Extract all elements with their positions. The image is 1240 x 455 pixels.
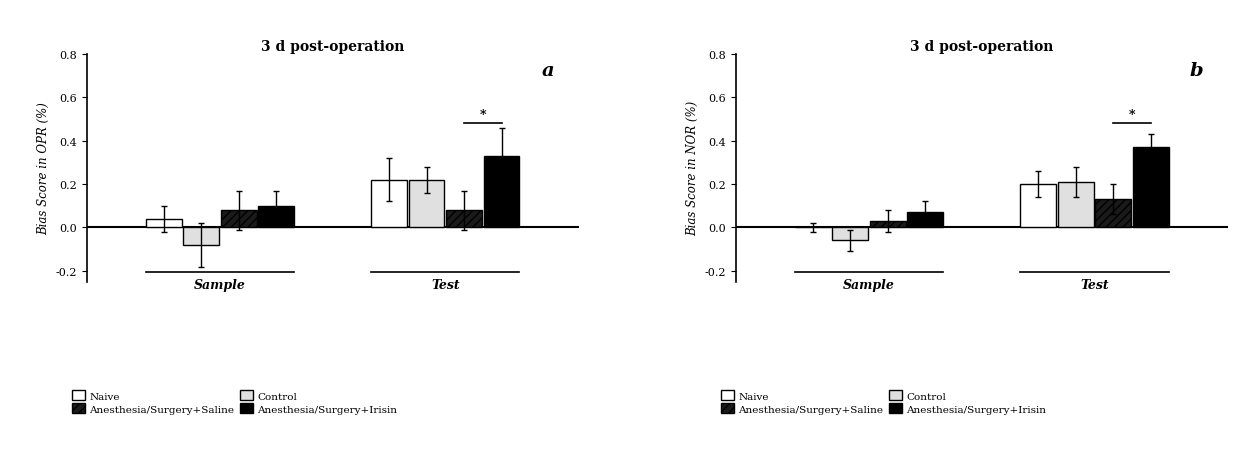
Bar bbox=[1133, 148, 1168, 228]
Bar bbox=[908, 213, 944, 228]
Title: 3 d post-operation: 3 d post-operation bbox=[910, 40, 1054, 53]
Text: Test: Test bbox=[1080, 279, 1109, 292]
Bar bbox=[409, 180, 444, 228]
Bar bbox=[484, 157, 520, 228]
Bar bbox=[1021, 185, 1056, 228]
Text: Sample: Sample bbox=[195, 279, 246, 292]
Text: a: a bbox=[542, 61, 554, 79]
Legend: Naive, Anesthesia/Surgery+Saline, Control, Anesthesia/Surgery+Irisin: Naive, Anesthesia/Surgery+Saline, Contro… bbox=[717, 386, 1050, 418]
Text: *: * bbox=[1128, 109, 1135, 122]
Bar bbox=[146, 219, 181, 228]
Bar bbox=[446, 211, 482, 228]
Text: b: b bbox=[1189, 61, 1203, 79]
Bar bbox=[1095, 200, 1131, 228]
Legend: Naive, Anesthesia/Surgery+Saline, Control, Anesthesia/Surgery+Irisin: Naive, Anesthesia/Surgery+Saline, Contro… bbox=[67, 386, 402, 418]
Bar bbox=[870, 222, 905, 228]
Y-axis label: Bias Score in OPR (%): Bias Score in OPR (%) bbox=[37, 102, 50, 235]
Bar bbox=[184, 228, 219, 245]
Bar bbox=[1058, 182, 1094, 228]
Y-axis label: Bias Score in NOR (%): Bias Score in NOR (%) bbox=[686, 101, 699, 236]
Title: 3 d post-operation: 3 d post-operation bbox=[260, 40, 404, 53]
Bar bbox=[258, 206, 294, 228]
Text: Test: Test bbox=[432, 279, 460, 292]
Text: *: * bbox=[480, 109, 486, 122]
Bar bbox=[832, 228, 868, 241]
Text: Sample: Sample bbox=[843, 279, 895, 292]
Bar bbox=[221, 211, 257, 228]
Bar bbox=[371, 180, 407, 228]
